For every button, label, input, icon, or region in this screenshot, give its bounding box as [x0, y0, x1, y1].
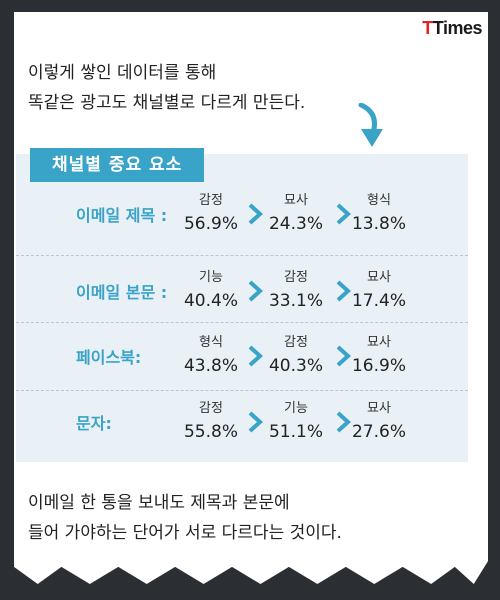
chevron-right-icon	[336, 411, 351, 433]
row-divider	[16, 322, 468, 323]
metric-value: 24.3%	[268, 214, 323, 234]
metric-cell: 기능 51.1%	[261, 400, 331, 446]
intro-line-2: 똑같은 광고도 채널별로 다르게 만든다.	[28, 93, 306, 113]
metric-value: 56.9%	[183, 214, 238, 234]
metric-cell: 형식 13.8%	[344, 192, 414, 238]
metric-value: 40.3%	[268, 356, 323, 376]
metric-value: 33.1%	[268, 291, 323, 311]
metric-type: 감정	[199, 193, 223, 208]
metric-cell: 묘사 16.9%	[344, 334, 414, 380]
down-arrow-icon	[358, 103, 383, 147]
chevron-right-icon	[336, 203, 351, 225]
table-row: 이메일 본문 : 기능 40.4% 감정 33.1% 묘사 17.4%	[16, 257, 468, 329]
metric-value: 43.8%	[183, 356, 238, 376]
ttimes-logo: TTimes	[422, 18, 482, 38]
row-label: 이메일 본문 :	[76, 283, 168, 302]
row-divider	[16, 255, 468, 256]
outro-text: 이메일 한 통을 보내도 제목과 본문에 들어 가야하는 단어가 서로 다르다는…	[28, 488, 468, 548]
chevron-right-icon	[336, 280, 351, 302]
table-row: 이메일 제목 : 감정 56.9% 묘사 24.3% 형식 13.8%	[16, 180, 468, 252]
metric-value: 17.4%	[351, 291, 406, 311]
row-divider	[16, 390, 468, 391]
metric-type: 기능	[199, 270, 223, 285]
metric-cell: 묘사 24.3%	[261, 192, 331, 238]
channel-table	[16, 154, 468, 462]
metric-cell: 형식 43.8%	[176, 334, 246, 380]
metric-cell: 감정 55.8%	[176, 400, 246, 446]
chevron-right-icon	[248, 203, 263, 225]
metric-value: 55.8%	[183, 422, 238, 442]
metric-cell: 묘사 27.6%	[344, 400, 414, 446]
metric-cell: 감정 56.9%	[176, 192, 246, 238]
row-label: 문자:	[76, 414, 112, 433]
chevron-right-icon	[248, 345, 263, 367]
row-label: 이메일 제목 :	[76, 206, 168, 225]
metric-type: 감정	[284, 270, 308, 285]
outro-line-2: 들어 가야하는 단어가 서로 다르다는 것이다.	[28, 523, 342, 543]
metric-type: 묘사	[367, 335, 391, 350]
row-label: 페이스북:	[76, 348, 142, 367]
metric-type: 감정	[199, 401, 223, 416]
intro-text: 이렇게 쌓인 데이터를 통해 똑같은 광고도 채널별로 다르게 만든다.	[28, 58, 408, 118]
metric-type: 형식	[367, 193, 391, 208]
outro-line-1: 이메일 한 통을 보내도 제목과 본문에	[28, 493, 290, 513]
chevron-right-icon	[336, 345, 351, 367]
intro-line-1: 이렇게 쌓인 데이터를 통해	[28, 63, 217, 83]
section-title: 채널별 중요 요소	[30, 148, 205, 182]
metric-value: 40.4%	[183, 291, 238, 311]
metric-type: 형식	[199, 335, 223, 350]
chevron-right-icon	[248, 280, 263, 302]
table-row: 페이스북: 형식 43.8% 감정 40.3% 묘사 16.9%	[16, 322, 468, 394]
metric-type: 기능	[284, 401, 308, 416]
table-row: 문자: 감정 55.8% 기능 51.1% 묘사 27.6%	[16, 388, 468, 460]
metric-cell: 감정 33.1%	[261, 269, 331, 315]
metric-type: 묘사	[284, 193, 308, 208]
chevron-right-icon	[248, 411, 263, 433]
metric-cell: 묘사 17.4%	[344, 269, 414, 315]
metric-value: 27.6%	[351, 422, 406, 442]
metric-cell: 기능 40.4%	[176, 269, 246, 315]
metric-type: 감정	[284, 335, 308, 350]
metric-type: 묘사	[367, 401, 391, 416]
metric-value: 51.1%	[268, 422, 323, 442]
metric-cell: 감정 40.3%	[261, 334, 331, 380]
metric-value: 16.9%	[351, 356, 406, 376]
metric-value: 13.8%	[351, 214, 406, 234]
metric-type: 묘사	[367, 270, 391, 285]
